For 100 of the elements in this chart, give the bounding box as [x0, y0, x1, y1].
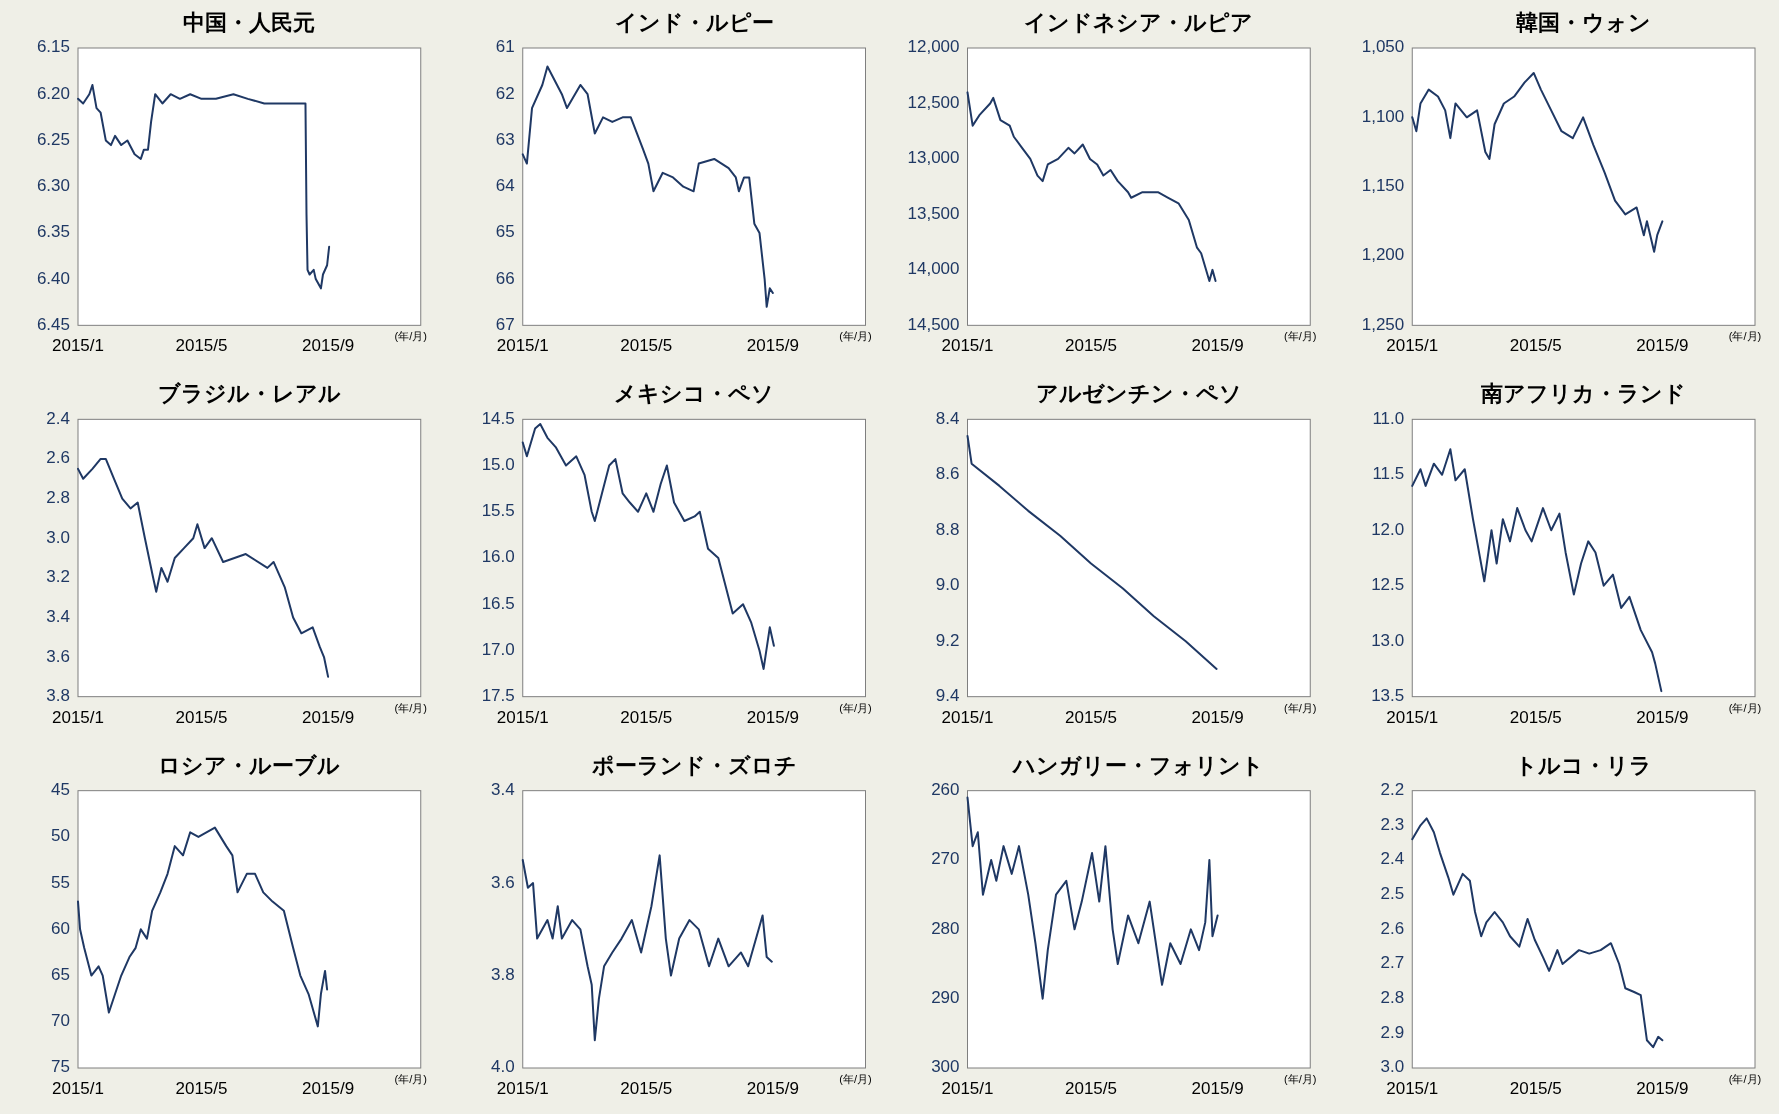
y-tick-label: 2.6 — [1380, 918, 1405, 938]
line-series — [966, 434, 1218, 670]
y-tick-label: 13.5 — [1371, 686, 1405, 706]
y-tick-label: 1,100 — [1361, 106, 1405, 126]
x-axis-title: (年/月) — [1284, 330, 1317, 343]
y-tick-label: 3.4 — [491, 780, 515, 800]
x-tick-label: 2015/5 — [1065, 1079, 1118, 1098]
x-axis-title: (年/月) — [1728, 330, 1762, 343]
x-tick-label: 2015/5 — [620, 336, 673, 356]
y-tick-label: 3.6 — [46, 646, 70, 666]
line-series — [521, 422, 775, 670]
x-tick-label: 2015/5 — [175, 1079, 228, 1098]
y-tick-label: 3.0 — [46, 527, 70, 547]
y-tick-label: 13.0 — [1371, 630, 1405, 650]
x-tick-label: 2015/5 — [1509, 707, 1562, 727]
chart-title: 中国・人民元 — [183, 10, 316, 35]
y-tick-label: 17.5 — [481, 686, 515, 706]
line-series — [1411, 817, 1664, 1049]
y-tick-label: 17.0 — [481, 639, 515, 659]
y-tick-label: 300 — [931, 1057, 960, 1077]
chart-title: インドネシア・ルピア — [1024, 10, 1254, 35]
y-tick-label: 2.6 — [46, 448, 70, 468]
x-tick-label: 2015/1 — [1386, 336, 1439, 356]
line-series — [966, 91, 1217, 282]
y-tick-label: 50 — [51, 826, 70, 846]
x-axis-title: (年/月) — [394, 330, 427, 343]
y-tick-label: 1,150 — [1361, 176, 1405, 196]
x-tick-label: 2015/5 — [620, 707, 673, 727]
line-series — [966, 796, 1219, 1000]
x-tick-label: 2015/1 — [52, 336, 104, 356]
y-tick-label: 1,200 — [1361, 245, 1405, 265]
x-axis-title: (年/月) — [839, 1073, 872, 1085]
y-tick-label: 8.6 — [935, 464, 960, 484]
x-tick-label: 2015/9 — [1636, 336, 1689, 356]
x-axis-title: (年/月) — [1284, 1073, 1317, 1085]
y-tick-label: 2.8 — [1380, 988, 1405, 1008]
y-tick-label: 60 — [51, 918, 70, 938]
x-tick-label: 2015/9 — [746, 1079, 799, 1098]
y-tick-label: 11.0 — [1372, 408, 1405, 428]
y-tick-label: 12.0 — [1371, 519, 1405, 539]
y-tick-label: 75 — [51, 1057, 70, 1077]
y-tick-label: 2.7 — [1380, 953, 1405, 973]
x-tick-label: 2015/5 — [1065, 336, 1118, 356]
y-tick-label: 6.40 — [36, 268, 70, 288]
chart-title: 韓国・ウォン — [1516, 10, 1652, 35]
y-tick-label: 13,500 — [907, 203, 960, 223]
line-series — [77, 457, 330, 678]
y-tick-label: 62 — [495, 83, 515, 103]
chart-title: 南アフリカ・ランド — [1480, 381, 1687, 407]
x-tick-label: 2015/1 — [496, 1079, 549, 1098]
x-tick-label: 2015/9 — [1191, 707, 1244, 727]
y-tick-label: 64 — [495, 176, 515, 196]
y-tick-label: 67 — [495, 314, 515, 334]
x-tick-label: 2015/1 — [941, 336, 994, 356]
x-tick-label: 2015/9 — [1636, 1079, 1689, 1098]
y-tick-label: 9.0 — [935, 575, 960, 595]
y-tick-label: 3.0 — [1380, 1057, 1405, 1077]
line-series — [521, 854, 773, 1042]
x-axis-title: (年/月) — [1728, 701, 1762, 714]
chart-title: ハンガリー・フォリント — [1011, 752, 1265, 778]
x-tick-label: 2015/1 — [52, 707, 104, 727]
x-tick-label: 2015/1 — [941, 707, 994, 727]
y-tick-label: 12.5 — [1371, 575, 1405, 595]
y-tick-label: 3.6 — [491, 872, 515, 892]
x-axis-title: (年/月) — [1728, 1073, 1762, 1085]
y-tick-label: 45 — [51, 780, 70, 800]
x-tick-label: 2015/1 — [1386, 707, 1439, 727]
y-tick-label: 61 — [495, 37, 515, 57]
y-tick-label: 8.8 — [935, 519, 960, 539]
x-tick-label: 2015/5 — [620, 1079, 673, 1098]
y-tick-label: 2.4 — [1380, 849, 1405, 869]
chart-title: メキシコ・ペソ — [614, 381, 775, 407]
x-tick-label: 2015/9 — [1636, 707, 1689, 727]
y-tick-label: 1,050 — [1361, 37, 1405, 57]
x-tick-label: 2015/9 — [302, 336, 355, 356]
y-tick-label: 270 — [931, 849, 960, 869]
y-tick-label: 6.45 — [36, 314, 70, 334]
y-tick-label: 65 — [51, 965, 70, 985]
line-series — [1411, 448, 1663, 693]
y-tick-label: 13,000 — [907, 148, 960, 168]
x-tick-label: 2015/9 — [746, 707, 799, 727]
y-tick-label: 2.2 — [1380, 780, 1405, 800]
x-tick-label: 2015/5 — [1509, 1079, 1562, 1098]
y-tick-label: 55 — [51, 872, 70, 892]
x-tick-label: 2015/9 — [1191, 1079, 1244, 1098]
line-series — [1411, 71, 1664, 253]
y-tick-label: 66 — [495, 268, 515, 288]
y-tick-label: 12,000 — [907, 37, 960, 57]
y-tick-label: 2.8 — [46, 488, 70, 508]
y-tick-label: 3.8 — [491, 965, 515, 985]
y-tick-label: 9.4 — [935, 686, 960, 706]
y-tick-label: 2.9 — [1380, 1022, 1405, 1042]
y-tick-label: 65 — [495, 222, 515, 242]
y-tick-label: 8.4 — [935, 408, 960, 428]
y-tick-label: 15.5 — [481, 501, 515, 521]
line-series — [521, 65, 774, 308]
chart-title: トルコ・リラ — [1515, 752, 1653, 778]
y-tick-label: 15.0 — [481, 455, 515, 475]
x-tick-label: 2015/1 — [496, 707, 549, 727]
y-tick-label: 63 — [495, 129, 515, 149]
